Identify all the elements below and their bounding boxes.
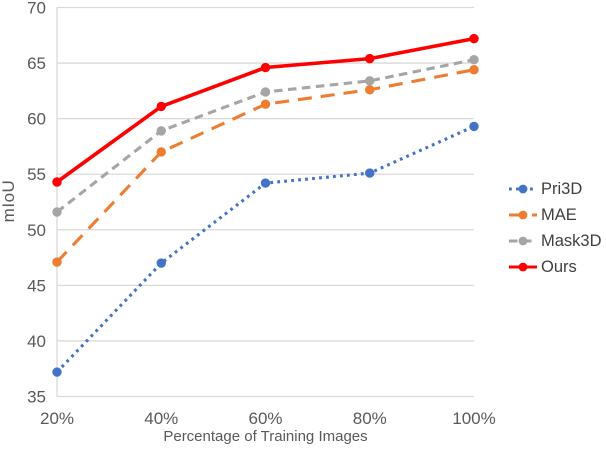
data-point-pri3d-80% <box>365 168 375 178</box>
legend-swatch-mask3d-icon <box>509 236 537 246</box>
series-line-pri3d <box>55 125 475 374</box>
x-tick-label: 100% <box>452 409 495 428</box>
data-point-ours-20% <box>52 177 62 187</box>
x-tick-label: 20% <box>40 409 74 428</box>
data-point-mask3d-40% <box>156 126 166 136</box>
y-tick-label: 60 <box>27 110 46 129</box>
legend-swatch-pri3d-icon <box>509 184 537 194</box>
series-line-mae <box>55 68 475 264</box>
data-point-mask3d-80% <box>365 76 375 86</box>
data-point-pri3d-40% <box>156 258 166 268</box>
legend-swatch-ours-icon <box>509 262 537 272</box>
y-tick-label: 55 <box>27 165 46 184</box>
x-tick-label: 80% <box>353 409 387 428</box>
series-line-ours <box>55 36 475 184</box>
data-point-ours-80% <box>365 53 375 64</box>
legend-item-pri3d: Pri3D <box>508 176 602 202</box>
y-axis-title: mIoU <box>0 179 18 223</box>
data-point-ours-100% <box>469 33 479 44</box>
legend-item-mask3d: Mask3D <box>508 228 602 254</box>
y-tick-label: 70 <box>27 0 46 18</box>
legend-label-mae: MAE <box>541 205 577 224</box>
x-tick-label: 40% <box>144 409 178 428</box>
data-point-mae-60% <box>260 99 271 109</box>
data-point-pri3d-20% <box>52 367 62 377</box>
data-point-mae-100% <box>469 65 479 75</box>
y-tick-label: 50 <box>27 221 46 240</box>
legend-label-pri3d: Pri3D <box>541 179 583 198</box>
legend-label-ours: Ours <box>541 257 577 276</box>
x-axis-title: Percentage of Training Images <box>163 428 368 445</box>
data-point-mask3d-20% <box>52 207 62 217</box>
legend-swatch-mae-icon <box>509 210 537 220</box>
legend: Pri3D MAE Mask3D Ours <box>508 176 602 280</box>
legend-item-ours: Ours <box>508 254 602 280</box>
data-point-pri3d-100% <box>469 121 479 132</box>
x-tick-label: 60% <box>248 409 282 428</box>
data-point-ours-60% <box>260 62 271 73</box>
y-tick-label: 45 <box>27 276 46 295</box>
y-tick-label: 35 <box>27 388 46 407</box>
legend-item-mae: MAE <box>508 202 602 228</box>
data-point-mae-40% <box>156 147 166 157</box>
data-point-mae-80% <box>365 85 375 95</box>
legend-label-mask3d: Mask3D <box>541 231 602 250</box>
data-point-mask3d-60% <box>260 87 271 97</box>
data-point-pri3d-60% <box>260 178 271 188</box>
data-point-mae-20% <box>52 257 62 267</box>
data-point-mask3d-100% <box>469 55 479 65</box>
data-point-ours-40% <box>156 101 166 112</box>
y-tick-label: 40 <box>27 332 46 351</box>
y-tick-label: 65 <box>27 54 46 73</box>
